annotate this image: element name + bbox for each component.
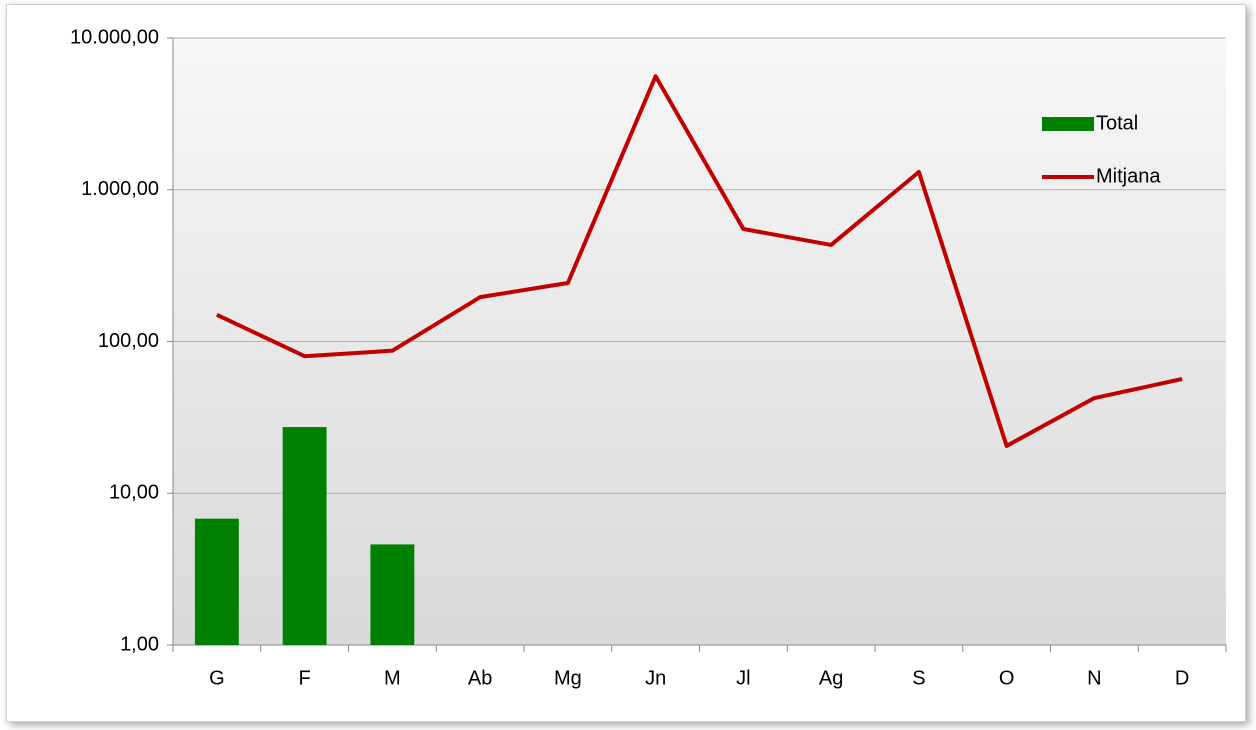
bar: [370, 544, 415, 645]
y-tick-label: 100,00: [98, 330, 159, 352]
line: [216, 74, 1183, 448]
y-tick-label: 10.000,00: [70, 26, 159, 48]
x-tick-label: G: [209, 667, 225, 689]
y-tick-label: 10,00: [109, 482, 159, 504]
x-tick-label: Mg: [554, 667, 582, 689]
x-tick-label: S: [912, 667, 925, 689]
legend-swatch: [1042, 117, 1094, 131]
x-tick-label: N: [1087, 667, 1101, 689]
bar: [282, 427, 327, 645]
legend-label: Mitjana: [1096, 165, 1161, 187]
x-tick-label: M: [384, 667, 401, 689]
bar: [194, 518, 239, 645]
x-tick-label: D: [1175, 667, 1189, 689]
y-tick-label: 1,00: [120, 633, 159, 655]
legend-label: Total: [1096, 112, 1138, 134]
x-tick-label: O: [999, 667, 1015, 689]
x-tick-label: Ag: [819, 667, 843, 689]
x-tick-label: Ab: [468, 667, 492, 689]
x-tick-label: Jn: [645, 667, 666, 689]
y-tick-label: 1.000,00: [81, 178, 159, 200]
x-tick-label: Jl: [736, 667, 750, 689]
x-tick-label: F: [299, 667, 311, 689]
